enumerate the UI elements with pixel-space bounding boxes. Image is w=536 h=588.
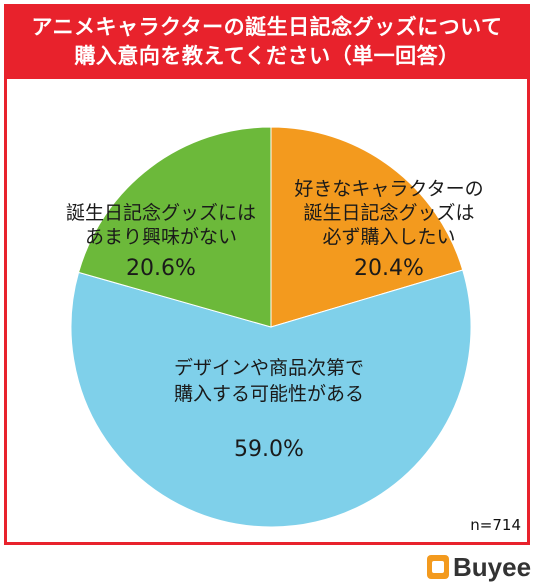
slice-value-label: 20.6% [126,256,196,281]
chart-title: アニメキャラクターの誕生日記念グッズについて 購入意向を教えてください（単一回答… [7,7,527,79]
slice-label: 誕生日記念グッズは [303,201,474,224]
slice-label: 必ず購入したい [322,226,455,248]
slice-value-label: 20.4% [354,256,424,281]
pie-slice-2 [70,269,472,528]
pie-slice-1 [270,126,464,328]
pie-slice-3 [77,126,272,328]
brand-name: Buyee [453,551,532,582]
title-line-1: アニメキャラクターの誕生日記念グッズについて [31,15,503,39]
slice-label: 誕生日記念グッズには [66,201,256,224]
slice-label: デザインや商品次第で [174,357,364,379]
slice-label: 好きなキャラクターの [294,178,483,200]
title-line-2: 購入意向を教えてください（単一回答） [74,44,460,68]
chart-frame: アニメキャラクターの誕生日記念グッズについて 購入意向を教えてください（単一回答… [4,4,530,545]
slice-value-label: 59.0% [234,437,304,462]
brand-logo: Buyee [427,550,531,584]
shopping-bag-icon [427,555,449,579]
sample-size-label: n=714 [470,516,521,534]
slice-label: あまり興味がない [85,226,237,248]
slice-label: 購入する可能性がある [174,383,364,405]
